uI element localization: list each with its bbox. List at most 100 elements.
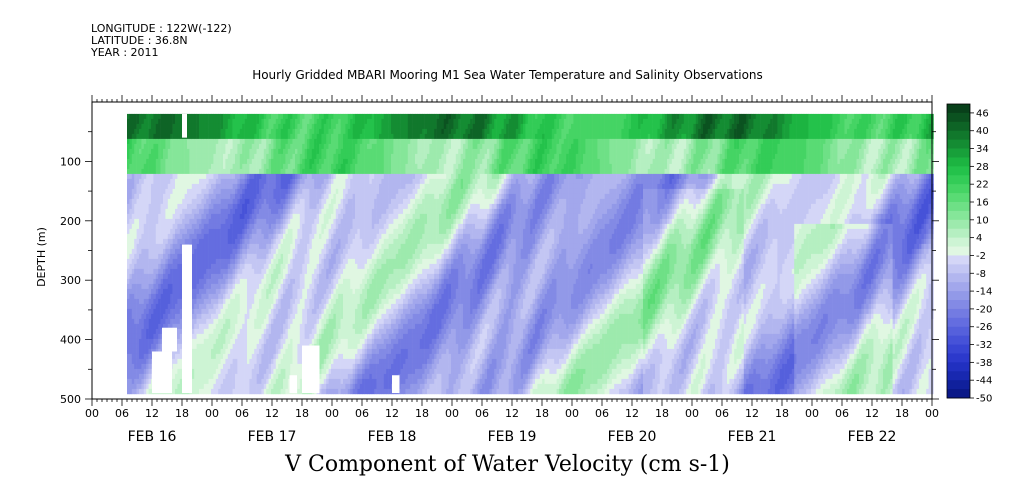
heatmap-cell: [249, 248, 253, 255]
heatmap-cell: [278, 148, 281, 155]
heatmap-cell: [179, 278, 183, 285]
heatmap-cell: [134, 223, 137, 230]
heatmap-cell: [141, 173, 145, 180]
heatmap-cell: [311, 263, 315, 270]
heatmap-cell: [170, 183, 173, 190]
heatmap-cell: [295, 288, 298, 295]
heatmap-cell: [266, 168, 269, 175]
heatmap-cell: [215, 308, 219, 315]
heatmap-cell: [273, 178, 277, 185]
heatmap-cell: [319, 268, 322, 275]
heatmap-cell: [184, 183, 188, 190]
heatmap-cell: [218, 388, 221, 395]
heatmap-cell: [328, 273, 332, 280]
heatmap-cell: [151, 293, 154, 300]
heatmap-cell: [273, 253, 277, 260]
heatmap-cell: [326, 133, 329, 140]
heatmap-cell: [203, 183, 207, 190]
heatmap-cell: [191, 293, 195, 300]
heatmap-cell: [158, 153, 161, 160]
heatmap-cell: [256, 203, 260, 210]
heatmap-cell: [208, 253, 212, 260]
heatmap-cell: [235, 243, 238, 250]
heatmap-cell: [225, 338, 229, 345]
heatmap-cell: [328, 163, 332, 170]
heatmap-cell: [218, 338, 221, 345]
heatmap-cell: [338, 218, 341, 225]
heatmap-cell: [275, 138, 279, 145]
heatmap-cell: [143, 128, 147, 135]
heatmap-cell: [304, 183, 308, 190]
heatmap-cell: [201, 303, 205, 310]
heatmap-cell: [211, 113, 214, 120]
heatmap-cell: [278, 138, 281, 145]
heatmap-cell: [283, 143, 286, 150]
heatmap-cell: [256, 388, 260, 395]
heatmap-cell: [295, 218, 298, 225]
heatmap-cell: [215, 143, 219, 150]
heatmap-cell: [170, 193, 173, 200]
heatmap-cell: [338, 258, 341, 265]
heatmap-cell: [259, 203, 262, 210]
heatmap-cell: [263, 228, 267, 235]
heatmap-cell: [151, 278, 154, 285]
heatmap-cell: [237, 278, 241, 285]
heatmap-cell: [158, 283, 161, 290]
heatmap-cell: [206, 363, 209, 370]
heatmap-cell: [263, 373, 267, 380]
heatmap-cell: [256, 253, 260, 260]
heatmap-cell: [304, 263, 308, 270]
heatmap-cell: [227, 133, 231, 140]
heatmap-cell: [208, 118, 212, 125]
heatmap-cell: [316, 218, 320, 225]
heatmap-cell: [266, 263, 269, 270]
heatmap-cell: [141, 288, 145, 295]
heatmap-cell: [237, 238, 241, 245]
heatmap-cell: [148, 123, 152, 130]
heatmap-cell: [304, 218, 308, 225]
heatmap-cell: [206, 278, 209, 285]
heatmap-cell: [151, 138, 154, 145]
heatmap-cell: [191, 188, 195, 195]
heatmap-cell: [160, 148, 164, 155]
heatmap-cell: [331, 378, 334, 385]
heatmap-cell: [263, 248, 267, 255]
heatmap-cell: [254, 283, 257, 290]
heatmap-cell: [127, 253, 130, 260]
heatmap-cell: [266, 228, 269, 235]
heatmap-cell: [170, 313, 173, 320]
heatmap-cell: [141, 233, 145, 240]
heatmap-cell: [227, 208, 231, 215]
heatmap-cell: [146, 373, 149, 380]
heatmap-cell: [335, 253, 339, 260]
heatmap-cell: [230, 313, 233, 320]
heatmap-cell: [302, 213, 305, 220]
heatmap-cell: [292, 343, 296, 350]
heatmap-cell: [309, 293, 313, 300]
heatmap-cell: [139, 118, 142, 125]
heatmap-cell: [331, 213, 334, 220]
heatmap-cell: [215, 203, 219, 210]
heatmap-cell: [290, 333, 293, 340]
heatmap-cell: [275, 263, 279, 270]
heatmap-cell: [211, 188, 214, 195]
heatmap-cell: [331, 113, 334, 120]
heatmap-cell: [131, 353, 135, 360]
heatmap-cell: [131, 208, 135, 215]
heatmap-cell: [223, 288, 226, 295]
heatmap-cell: [326, 263, 329, 270]
heatmap-cell: [249, 308, 253, 315]
heatmap-cell: [218, 348, 221, 355]
heatmap-cell: [239, 168, 243, 175]
heatmap-cell: [141, 263, 145, 270]
heatmap-cell: [338, 228, 341, 235]
heatmap-cell: [237, 303, 241, 310]
heatmap-cell: [225, 233, 229, 240]
heatmap-cell: [338, 338, 341, 345]
heatmap-cell: [172, 258, 176, 265]
heatmap-cell: [263, 148, 267, 155]
heatmap-cell: [266, 278, 269, 285]
heatmap-cell: [259, 188, 262, 195]
heatmap-cell: [215, 293, 219, 300]
heatmap-cell: [208, 158, 212, 165]
